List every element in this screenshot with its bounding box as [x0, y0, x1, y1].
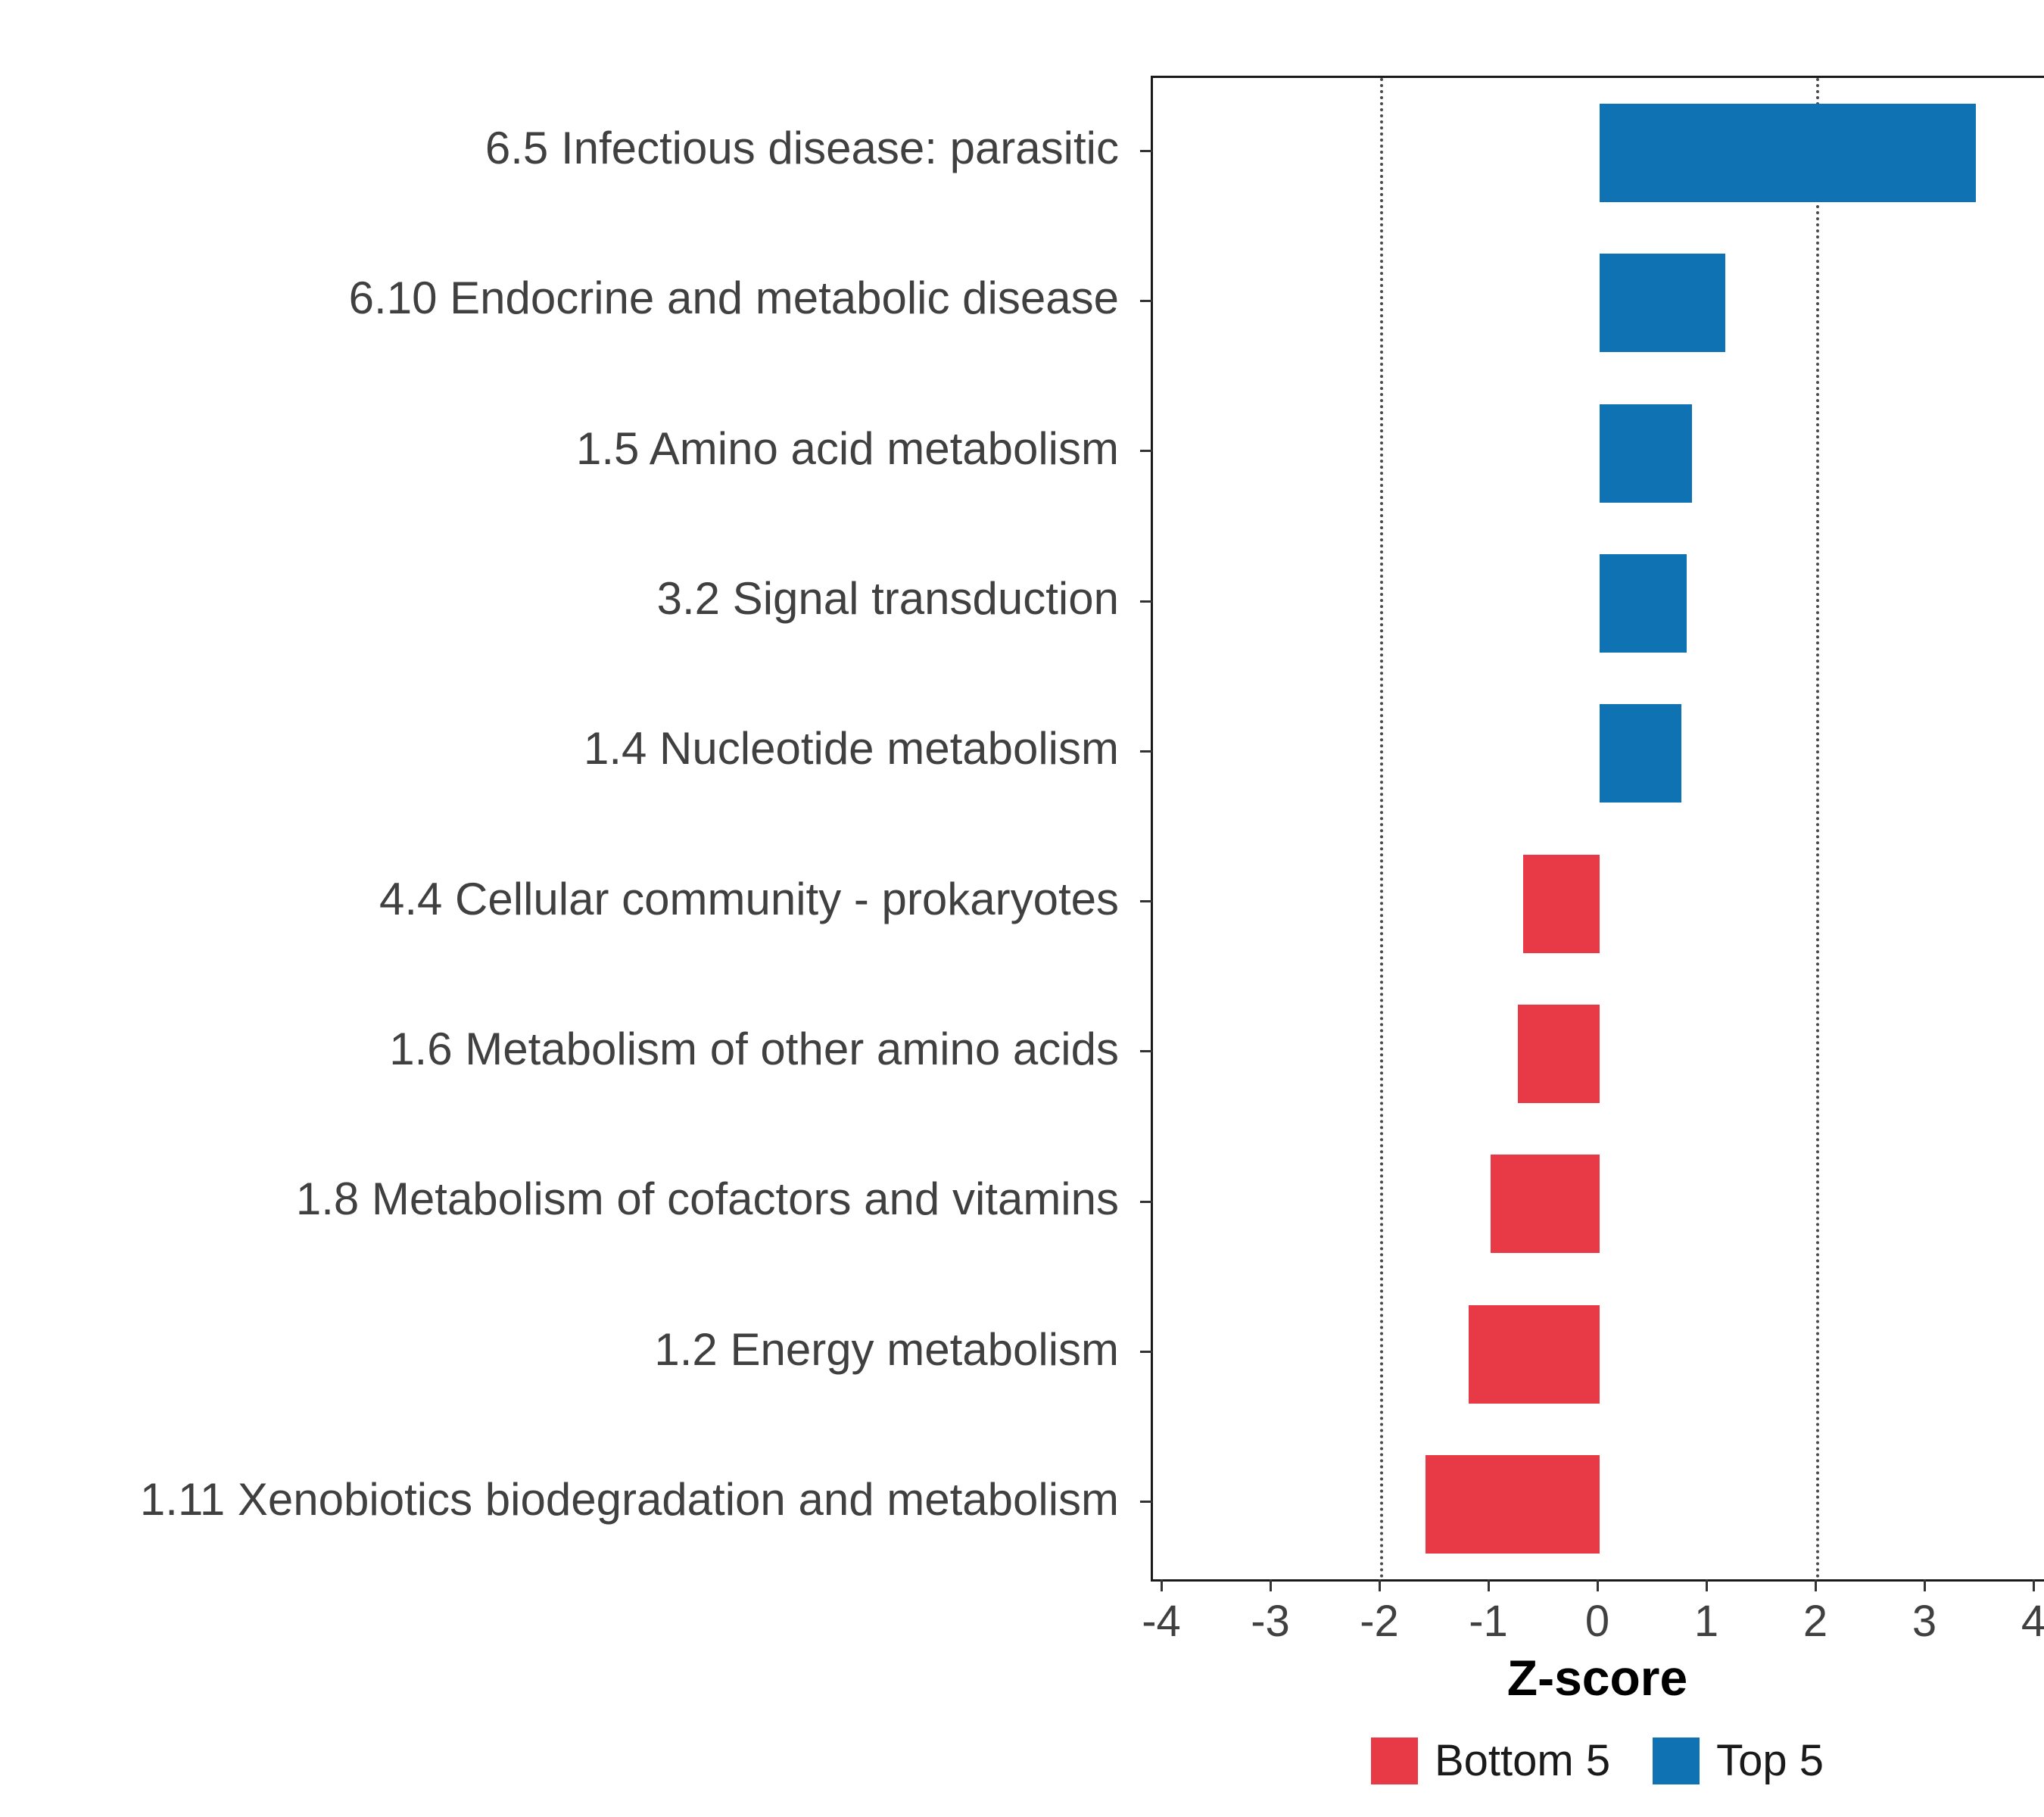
y-axis-label: 6.5 Infectious disease: parasitic [485, 123, 1119, 174]
bar [1600, 104, 1976, 203]
x-axis-tick-label: 2 [1803, 1597, 1828, 1646]
y-axis-tick [1140, 1351, 1152, 1354]
x-axis-tick [1160, 1579, 1163, 1591]
bar [1491, 1155, 1600, 1254]
bar [1600, 554, 1687, 653]
y-axis-label: 3.2 Signal transduction [656, 573, 1119, 625]
bar [1518, 1004, 1600, 1103]
y-axis-tick [1140, 750, 1152, 753]
x-axis-tick-label: 1 [1693, 1597, 1719, 1646]
bar [1425, 1454, 1600, 1554]
y-axis-tick [1140, 149, 1152, 152]
x-axis-tick-label: 4 [2021, 1597, 2044, 1646]
bar [1600, 254, 1725, 353]
y-axis-label: 1.6 Metabolism of other amino acids [389, 1023, 1119, 1074]
y-axis-tick [1140, 1501, 1152, 1504]
plot-panel [1151, 76, 2044, 1582]
y-axis-tick [1140, 450, 1152, 453]
y-axis-label: 6.10 Endocrine and metabolic disease [348, 273, 1119, 324]
x-axis-tick-label: -2 [1360, 1597, 1399, 1646]
x-axis-tick-label: 3 [1912, 1597, 1937, 1646]
x-axis-tick [1923, 1579, 1926, 1591]
bar [1523, 854, 1600, 953]
x-axis-tick-label: 0 [1584, 1597, 1610, 1646]
x-axis-tick [1814, 1579, 1817, 1591]
legend-label-top5: Top 5 [1716, 1736, 1824, 1785]
x-axis-tick-label: -1 [1469, 1597, 1508, 1646]
y-axis-label: 1.11 Xenobiotics biodegradation and meta… [139, 1473, 1119, 1525]
y-axis-label: 1.4 Nucleotide metabolism [583, 723, 1119, 774]
reference-line--2 [1380, 78, 1383, 1579]
x-axis-tick-label: -3 [1251, 1597, 1290, 1646]
y-axis-tick [1140, 900, 1152, 903]
x-axis-tick [2032, 1579, 2035, 1591]
y-axis-label: 4.4 Cellular community - prokaryotes [379, 873, 1119, 924]
x-axis-tick [1487, 1579, 1490, 1591]
legend-item-bottom5: Bottom 5 [1370, 1735, 1611, 1786]
y-axis-label: 1.5 Amino acid metabolism [575, 422, 1119, 474]
x-axis-tick [1596, 1579, 1599, 1591]
bar [1469, 1304, 1600, 1404]
legend: Bottom 5 Top 5 [1151, 1735, 2044, 1786]
legend-swatch-top5-icon [1653, 1737, 1700, 1784]
y-axis-tick [1140, 1050, 1152, 1053]
x-axis-tick [1378, 1579, 1381, 1591]
legend-item-top5: Top 5 [1653, 1735, 1824, 1786]
y-axis-tick [1140, 1200, 1152, 1203]
bar [1600, 704, 1681, 803]
x-axis-title: Z-score [1507, 1650, 1688, 1706]
bar [1600, 404, 1693, 503]
x-axis-tick [1705, 1579, 1708, 1591]
reference-line-2 [1816, 78, 1819, 1579]
y-axis-tick [1140, 600, 1152, 603]
x-axis-tick [1269, 1579, 1272, 1591]
y-axis-label: 1.8 Metabolism of cofactors and vitamins [295, 1173, 1119, 1225]
y-axis-tick [1140, 299, 1152, 302]
legend-swatch-bottom5-icon [1370, 1737, 1418, 1784]
y-axis-label: 1.2 Energy metabolism [654, 1323, 1119, 1375]
legend-label-bottom5: Bottom 5 [1434, 1736, 1611, 1785]
x-axis-tick-label: -4 [1142, 1597, 1181, 1646]
